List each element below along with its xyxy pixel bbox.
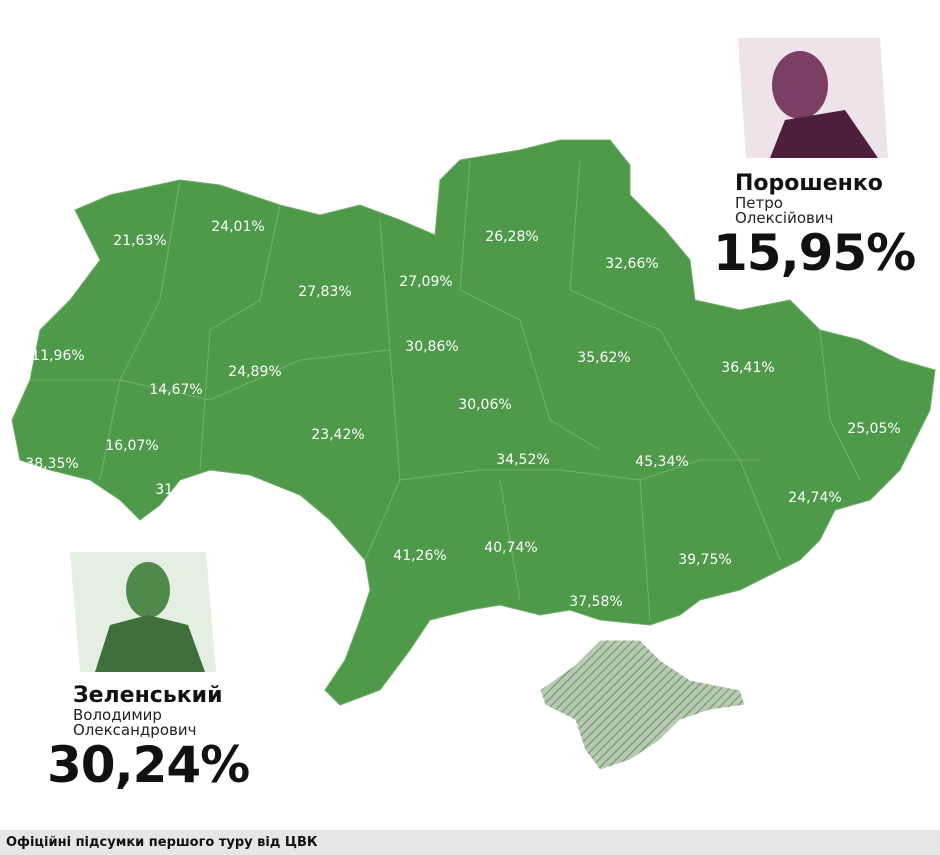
region-label: 32,66%: [605, 256, 658, 272]
region-label: 30,86%: [405, 339, 458, 355]
patronymic: Олексійович: [735, 209, 834, 227]
region-label: 23,42%: [311, 427, 364, 443]
region-label: 27,83%: [298, 284, 351, 300]
region-label: 37,58%: [569, 594, 622, 610]
crimea: [539, 639, 746, 771]
region-label: 24,74%: [788, 490, 841, 506]
region-label: 34,52%: [496, 452, 549, 468]
region-label: 27,09%: [399, 274, 452, 290]
region-label: 31,07%: [155, 482, 208, 498]
region-label: 36,41%: [721, 360, 774, 376]
region-label: 40,74%: [484, 540, 537, 556]
region-label: 41,26%: [393, 548, 446, 564]
region-label: 45,34%: [635, 454, 688, 470]
photo-zelensky: [70, 552, 216, 672]
surname: Зеленський: [73, 683, 223, 708]
region-label: 25,05%: [847, 421, 900, 437]
region-label: 39,75%: [678, 552, 731, 568]
region-label: 21,63%: [113, 233, 166, 249]
surname: Порошенко: [735, 171, 883, 196]
region-borders: [30, 159, 861, 621]
first-name: Володимир: [73, 706, 162, 724]
region-label: 24,89%: [228, 364, 281, 380]
percent: 15,95%: [713, 224, 916, 282]
region-label: 14,67%: [149, 382, 202, 398]
region-label: 35,62%: [577, 350, 630, 366]
region-label: 26,28%: [485, 229, 538, 245]
candidate-zelensky: Зеленський Володимир Олександрович 30,24…: [47, 683, 250, 793]
patronymic: Олександрович: [73, 721, 197, 739]
candidate-poroshenko: Порошенко Петро Олексійович 15,95%: [713, 171, 916, 281]
footer: Офіційні підсумки першого туру від ЦВК: [0, 830, 940, 855]
first-name: Петро: [735, 194, 783, 212]
region-label: 24,01%: [211, 219, 264, 235]
photo-poroshenko: [738, 38, 888, 158]
ukraine-outline: [11, 139, 936, 706]
percent: 30,24%: [47, 736, 250, 794]
region-label: 30,06%: [458, 397, 511, 413]
region-label: 16,07%: [105, 438, 158, 454]
region-label: 11,96%: [31, 348, 84, 364]
region-label: 38,35%: [25, 456, 78, 472]
